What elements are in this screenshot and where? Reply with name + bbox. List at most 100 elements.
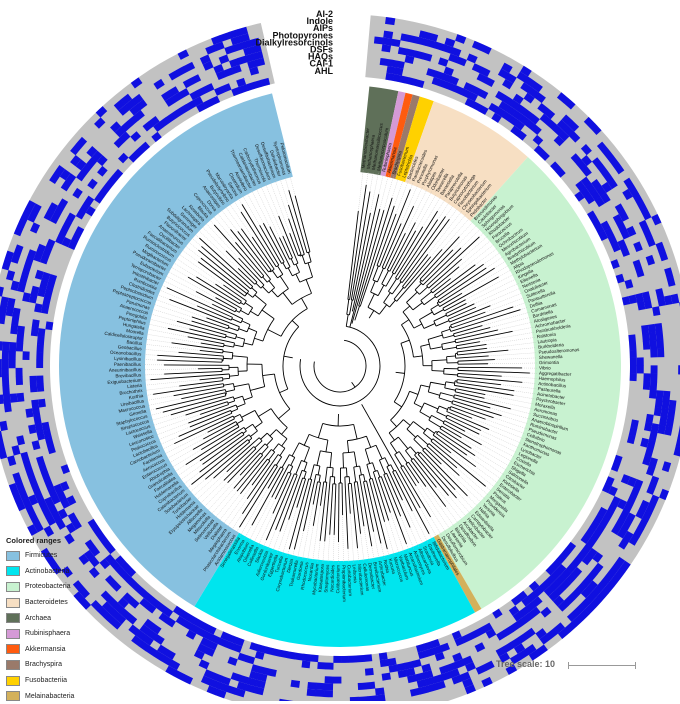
heatmap-cell [379, 652, 388, 660]
branch [359, 198, 392, 306]
branch [434, 315, 447, 321]
branch [401, 340, 409, 343]
branch [234, 384, 249, 387]
branch [229, 375, 238, 376]
branch [347, 441, 348, 453]
branch [252, 468, 283, 525]
branch [280, 448, 285, 455]
leaf-guide [459, 476, 485, 500]
branch [454, 395, 510, 409]
leaf-guide [181, 249, 198, 261]
heatmap-cell [36, 352, 43, 360]
branch [223, 358, 232, 359]
branch [373, 463, 376, 472]
legend-swatch [6, 629, 20, 639]
heatmap-cell [32, 407, 40, 416]
branch [256, 283, 261, 288]
taxon-label: Propionibacterium [341, 565, 347, 602]
leaf-guide [426, 487, 454, 527]
heatmap-cell [657, 340, 664, 349]
leaf-guide [143, 374, 164, 375]
heatmap-cell [38, 328, 46, 337]
branch [443, 277, 499, 308]
branch [237, 404, 245, 407]
branch [354, 424, 357, 439]
branch [458, 377, 523, 383]
leaf-guide [405, 189, 427, 233]
legend-label: Firmicutes [25, 552, 57, 559]
heatmap-cell [2, 377, 9, 386]
leaf-guide [148, 324, 169, 328]
leaf-guide [143, 354, 157, 355]
heatmap-cell [29, 376, 36, 385]
branch [436, 264, 483, 298]
leaf-guide [313, 506, 321, 561]
branch [352, 382, 355, 387]
branch [238, 268, 255, 284]
branch [345, 477, 348, 549]
branch [357, 482, 364, 527]
branch [382, 271, 389, 284]
branch [290, 466, 293, 472]
branch [242, 464, 275, 513]
heatmap-cell [629, 342, 636, 350]
heatmap-cell [359, 696, 368, 701]
heatmap-cell [307, 689, 316, 697]
leaf-guide [366, 171, 368, 185]
heatmap-cell [630, 373, 637, 381]
branch [296, 264, 300, 272]
heatmap-cell [381, 44, 391, 52]
heatmap-cell [349, 656, 357, 663]
branch [371, 281, 376, 292]
heatmap-cell [0, 359, 2, 368]
branch [399, 451, 407, 463]
leaf-guide [143, 369, 198, 370]
branch [238, 231, 269, 272]
heatmap-cell [2, 385, 10, 395]
branch [278, 409, 289, 419]
branch [267, 439, 273, 446]
heatmap-cell [356, 655, 364, 662]
leaf-guide [472, 418, 523, 438]
branch [333, 468, 334, 477]
branch [283, 293, 292, 305]
heatmap-cell [380, 659, 389, 667]
leaf-guide [247, 192, 264, 223]
heatmap-cell [650, 373, 657, 382]
branch [391, 420, 397, 427]
heatmap-cell [389, 664, 398, 672]
leaf-guide [471, 448, 507, 470]
heatmap-cell [663, 391, 671, 400]
branch [197, 306, 231, 320]
branch [242, 410, 255, 417]
heatmap-cell [37, 336, 45, 345]
leaf-guide [486, 486, 492, 491]
leaf-guide [169, 449, 193, 463]
branch [368, 294, 374, 308]
leaf-guide [511, 409, 531, 414]
branch [431, 382, 446, 385]
heatmap-cell [33, 415, 41, 424]
branch [288, 205, 304, 255]
branch [346, 468, 347, 477]
leaf-guide [489, 353, 537, 356]
leaf-guide [156, 294, 169, 299]
heatmap-cell [656, 331, 664, 340]
branch [432, 415, 444, 422]
leaf-guide [358, 170, 363, 211]
branch [190, 410, 231, 427]
branch [395, 211, 437, 278]
heatmap-cell [380, 58, 389, 66]
branch [424, 297, 435, 305]
leaf-guide [209, 219, 214, 225]
legend-swatch [6, 644, 20, 654]
branch [377, 470, 379, 477]
leaf-guide [147, 329, 188, 337]
heatmap-cell [31, 399, 39, 408]
leaf-guide [348, 549, 349, 563]
heatmap-cell [375, 687, 385, 695]
heatmap-cell [17, 393, 25, 402]
leaf-guide [146, 334, 201, 343]
branch [330, 453, 331, 468]
